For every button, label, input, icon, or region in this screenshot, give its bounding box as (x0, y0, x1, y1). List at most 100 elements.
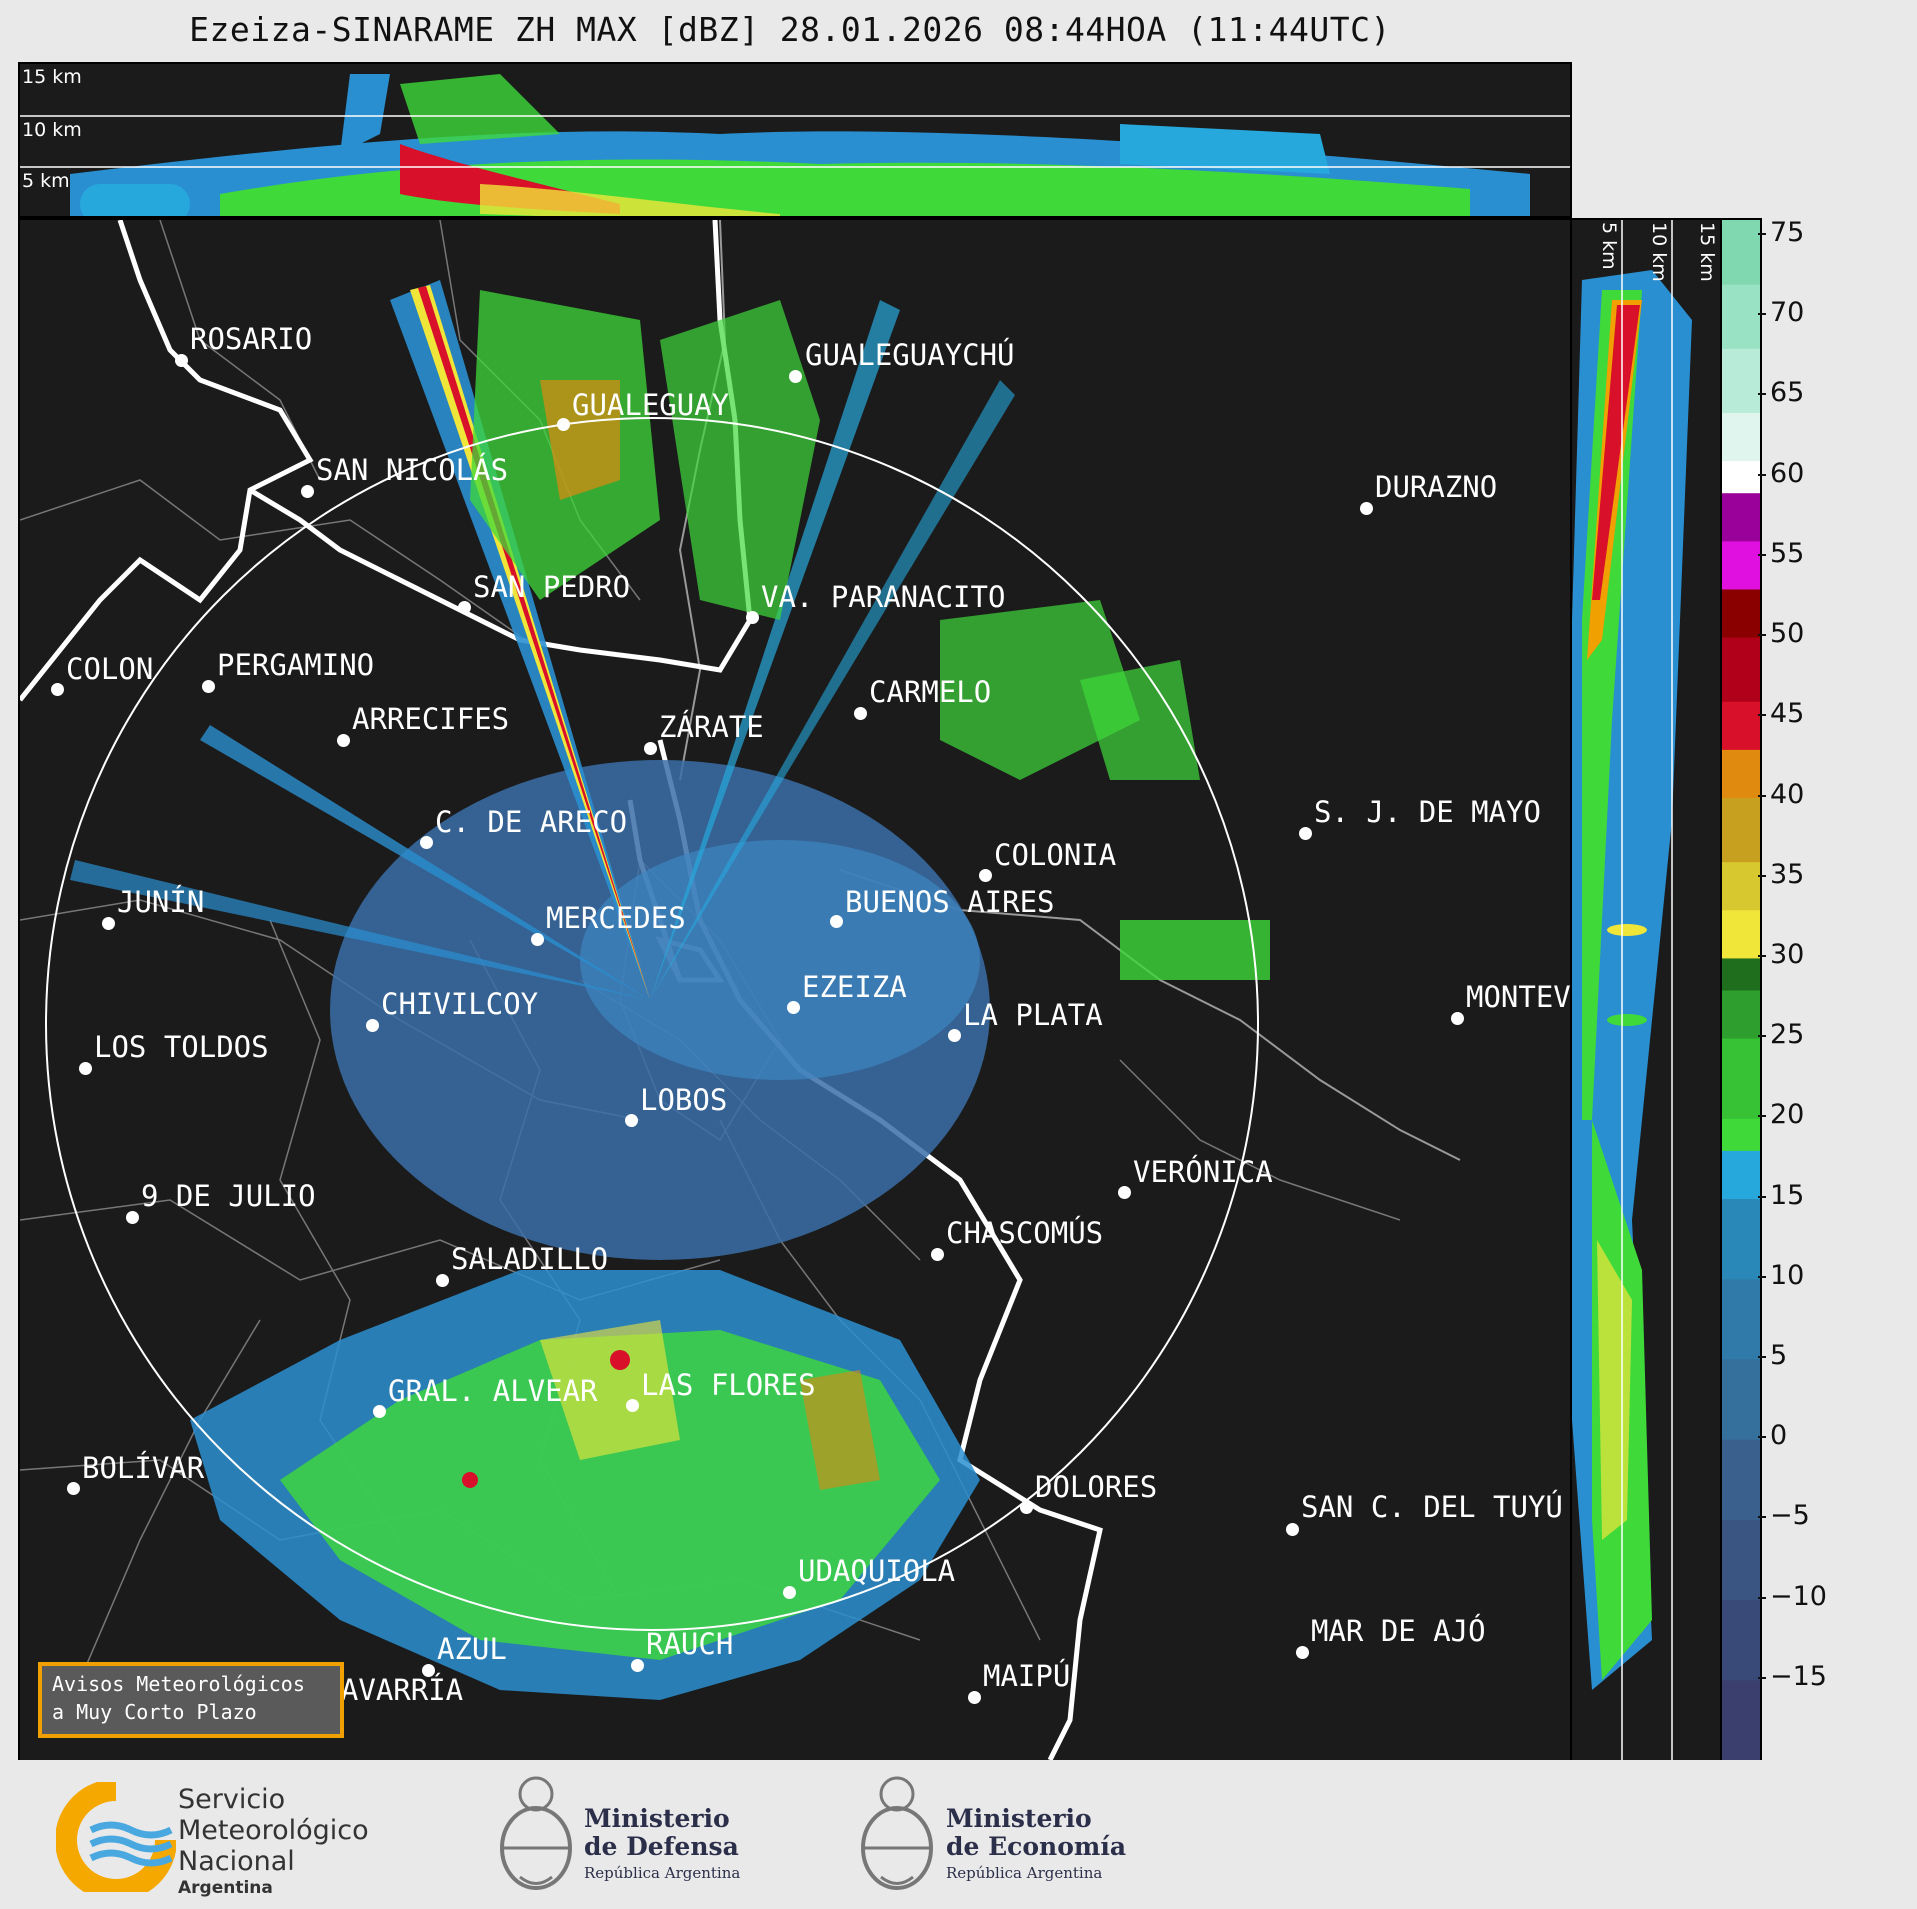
smn-logo-icon (56, 1782, 176, 1892)
colorbar-band (1722, 220, 1760, 285)
city-dot-los-toldos (79, 1062, 92, 1075)
city-dot-colon (51, 683, 64, 696)
city-label-lobos: LOBOS (640, 1083, 728, 1117)
colorbar-tickmark (1758, 473, 1766, 476)
city-label-durazno: DURAZNO (1375, 470, 1498, 504)
city-dot-zarate (644, 742, 657, 755)
colorbar-tickmark (1758, 1676, 1766, 1679)
colorbar-band (1722, 348, 1760, 413)
smn-line2: Meteorológico (178, 1815, 369, 1846)
colorbar-tickmark (1758, 1516, 1766, 1519)
colorbar-band (1722, 797, 1760, 863)
colorbar-band (1722, 1198, 1760, 1280)
city-dot-lobos (625, 1114, 638, 1127)
colorbar-tickmark (1758, 393, 1766, 396)
colorbar-band (1722, 1599, 1760, 1681)
city-label-gualeguay: GUALEGUAY (572, 388, 730, 422)
colorbar-tick-label: 5 (1770, 1339, 1788, 1371)
city-dot-san-c-del-tuyu (1286, 1523, 1299, 1536)
city-dot-las-flores (626, 1399, 639, 1412)
colorbar-band (1722, 1679, 1760, 1760)
colorbar-band (1722, 1278, 1760, 1360)
city-label-veronica: VERÓNICA (1133, 1155, 1273, 1189)
side-cross-section-panel: 5 km 10 km 15 km (1570, 218, 1722, 1762)
colorbar-tickmark (1758, 1035, 1766, 1038)
defensa-line1: Ministerio (584, 1804, 730, 1833)
city-dot-gualeguaychu (789, 370, 802, 383)
colorbar-band (1722, 588, 1760, 638)
city-label-pergamino: PERGAMINO (217, 648, 375, 682)
city-label-mercedes: MERCEDES (546, 901, 686, 935)
top-echo-band (70, 74, 1530, 216)
city-dot-durazno (1360, 502, 1373, 515)
city-dot-colonia (979, 869, 992, 882)
colorbar-tick-label: 20 (1770, 1099, 1805, 1131)
avisos-box[interactable]: Avisos Meteorológicos a Muy Corto Plazo (38, 1662, 344, 1738)
smn-line4: Argentina (178, 1878, 273, 1898)
colorbar-tickmark (1758, 714, 1766, 717)
economia-line2: de Economía (946, 1832, 1127, 1861)
city-dot-mercedes (531, 933, 544, 946)
city-label-san-c-del-tuyu: SAN C. DEL TUYÚ (1301, 1490, 1563, 1524)
colorbar-band (1722, 1038, 1760, 1119)
colorbar-tick-label: −15 (1770, 1660, 1827, 1692)
city-dot-carmelo (854, 707, 867, 720)
colorbar-tickmark (1758, 1596, 1766, 1599)
city-label-arrecifes: ARRECIFES (352, 702, 510, 736)
city-dot-rosario (175, 354, 188, 367)
city-label-saladillo: SALADILLO (451, 1242, 609, 1276)
side-height-label-15: 15 km (1696, 222, 1718, 282)
city-dot-san-nicolas (301, 485, 314, 498)
city-dot-mar-de-ajo (1296, 1646, 1309, 1659)
city-dot-c-de-areco (420, 836, 433, 849)
city-label-las-flores: LAS FLORES (641, 1368, 816, 1402)
colorbar-band (1722, 637, 1760, 702)
avisos-line2: a Muy Corto Plazo (52, 1700, 257, 1724)
city-label-rosario: ROSARIO (190, 322, 313, 356)
city-label-junin: JUNÍN (117, 885, 205, 919)
city-dot-san-pedro (458, 601, 471, 614)
city-label-gral-alvear: GRAL. ALVEAR (388, 1374, 598, 1408)
colorbar-band (1722, 412, 1760, 462)
colorbar-tick-label: 45 (1770, 698, 1805, 730)
colorbar-band (1722, 1358, 1760, 1440)
radar-map-panel[interactable] (18, 218, 1572, 1762)
colorbar-band (1722, 540, 1760, 590)
city-dot-junin (102, 917, 115, 930)
colorbar-tick-label: 70 (1770, 297, 1805, 329)
side-height-label-5: 5 km (1598, 222, 1620, 270)
colorbar-tick-label: 10 (1770, 1259, 1805, 1291)
city-dot-montevideo (1451, 1012, 1464, 1025)
chart-title: Ezeiza-SINARAME ZH MAX [dBZ] 28.01.2026 … (189, 10, 1391, 49)
city-label-la-plata: LA PLATA (963, 998, 1103, 1032)
city-dot-gral-alvear (373, 1405, 386, 1418)
colorbar-tickmark (1758, 1115, 1766, 1118)
city-dot-s-j-de-mayo (1299, 827, 1312, 840)
economia-line1: Ministerio (946, 1804, 1092, 1833)
dbz-colorbar (1720, 218, 1762, 1762)
city-label-colon: COLON (66, 652, 154, 686)
city-label-zarate: ZÁRATE (659, 710, 764, 744)
city-label-udaquiola: UDAQUIOLA (798, 1554, 956, 1588)
city-label-maipu: MAIPÚ (983, 1659, 1071, 1693)
city-dot-gualeguay (557, 418, 570, 431)
city-dot-chascomus (931, 1248, 944, 1261)
colorbar-band (1722, 749, 1760, 798)
top-cross-section-panel: 15 km 10 km 5 km (18, 62, 1572, 218)
city-label-gualeguaychu: GUALEGUAYCHÚ (805, 338, 1015, 372)
colorbar-tick-label: −5 (1770, 1500, 1810, 1532)
defensa-line2: de Defensa (584, 1832, 739, 1861)
colorbar-tick-label: 30 (1770, 938, 1805, 970)
colorbar-tickmark (1758, 1195, 1766, 1198)
colorbar-tick-label: −10 (1770, 1580, 1827, 1612)
radar-map (20, 220, 1461, 1760)
colorbar-band (1722, 1118, 1760, 1151)
colorbar-tick-label: 75 (1770, 217, 1805, 249)
colorbar-tickmark (1758, 794, 1766, 797)
city-label-san-pedro: SAN PEDRO (473, 570, 631, 604)
colorbar-tick-label: 60 (1770, 457, 1805, 489)
city-label-san-nicolas: SAN NICOLÁS (316, 453, 509, 487)
top-height-label-15: 15 km (22, 66, 82, 88)
economia-coat-of-arms-icon (861, 1776, 933, 1890)
colorbar-tick-label: 55 (1770, 537, 1805, 569)
